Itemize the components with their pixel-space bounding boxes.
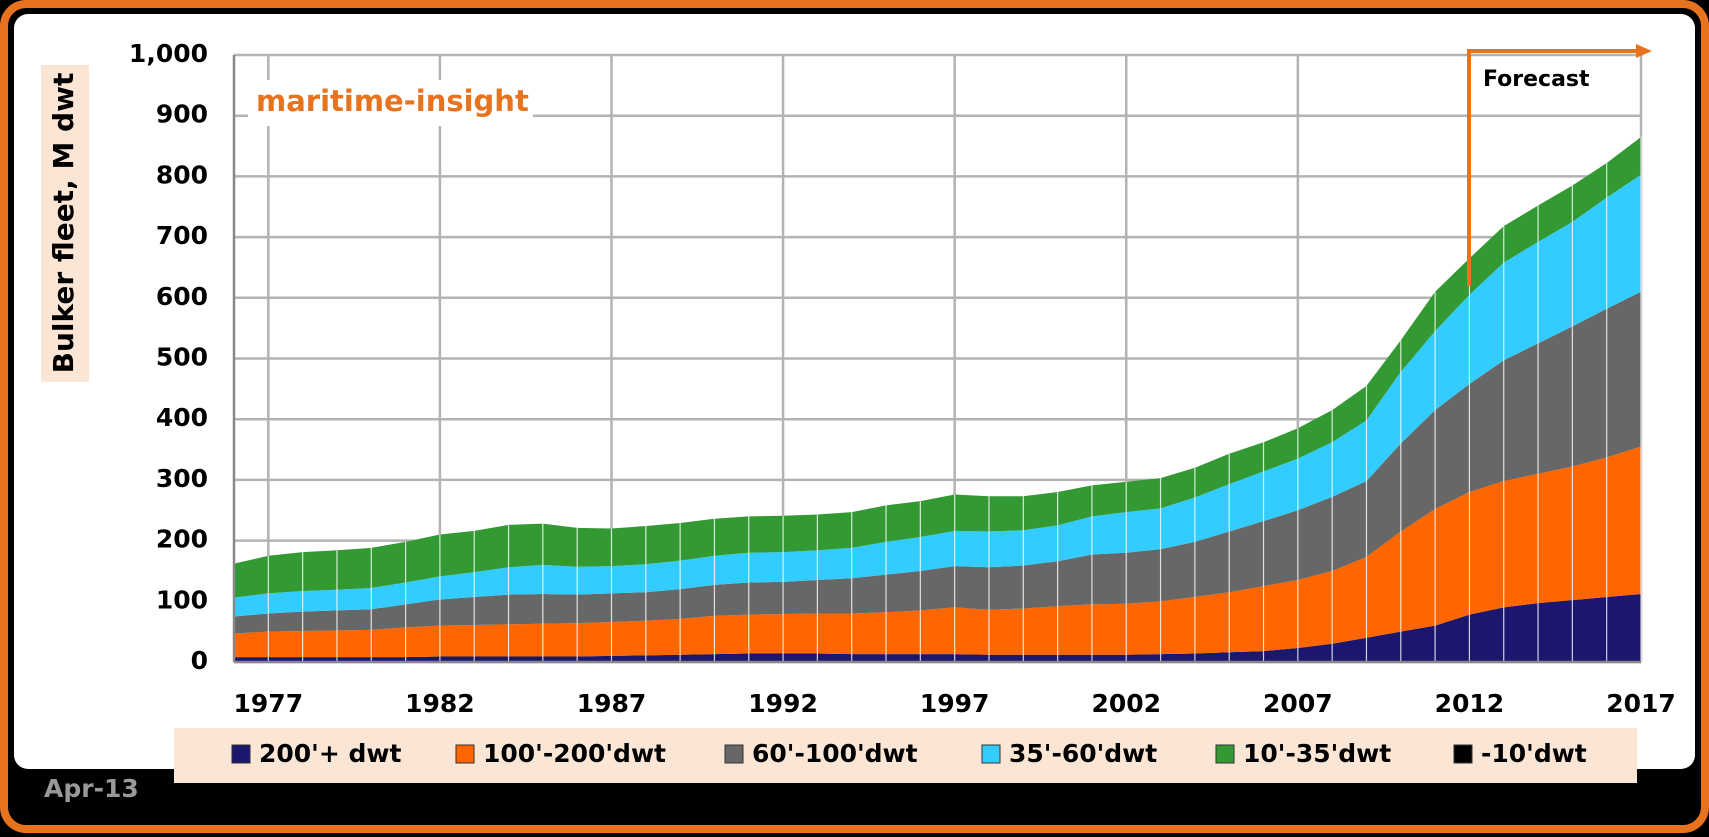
- area: [234, 291, 1641, 634]
- legend-label: 35'-60'dwt: [1009, 739, 1157, 768]
- x-tick-label: 1997: [920, 689, 990, 718]
- source: Data sourced from information provided b…: [665, 796, 1678, 816]
- y-axis-label: Bulker fleet, M dwt: [47, 73, 80, 374]
- x-tick-label: 2017: [1606, 689, 1676, 718]
- x-tick-label: 1982: [405, 689, 475, 718]
- y-tick-label: 1,000: [129, 39, 208, 68]
- legend-label: -10'dwt: [1481, 739, 1587, 768]
- legend-label: 200'+ dwt: [259, 739, 401, 768]
- y-tick-label: 0: [191, 646, 208, 675]
- x-tick-label: 2012: [1435, 689, 1505, 718]
- area: [234, 136, 1641, 598]
- x-tick-label: 1992: [748, 689, 818, 718]
- y-tick-label: 200: [156, 525, 208, 554]
- y-tick-label: 600: [156, 282, 208, 311]
- legend: 200'+ dwt 100'-200'dwt 60'-100'dwt 35'-60'd…: [231, 739, 1587, 768]
- watermark: maritime-insight: [256, 84, 529, 118]
- legend-label: 100'-200'dwt: [483, 739, 666, 768]
- legend-swatch: [724, 744, 744, 764]
- watermark-box: [248, 80, 533, 126]
- y-tick-label: 100: [156, 585, 208, 614]
- y-tick-label: 400: [156, 403, 208, 432]
- legend-swatch: [455, 744, 475, 764]
- arrow-head: [1636, 44, 1652, 58]
- y-tick-label: 800: [156, 160, 208, 189]
- y-tick-label: 700: [156, 221, 208, 250]
- x-tick-label: 1977: [234, 689, 304, 718]
- y-tick-label: 300: [156, 464, 208, 493]
- y-tick-label: 900: [156, 100, 208, 129]
- legend-box: [174, 728, 1637, 783]
- x-tick-label: 2002: [1091, 689, 1161, 718]
- date-label: Apr-13: [44, 774, 139, 803]
- x-tick-label: 2007: [1263, 689, 1333, 718]
- y-tick-label: 500: [156, 343, 208, 372]
- area: [234, 446, 1641, 658]
- legend-swatch: [1215, 744, 1235, 764]
- area: [234, 594, 1641, 662]
- legend-swatch: [1453, 744, 1473, 764]
- forecast-arrow: [1467, 49, 1640, 286]
- legend-label: 10'-35'dwt: [1243, 739, 1391, 768]
- plot: 0 100 200 300 400 500 600 700 800 900 1,000 1977 198…: [129, 39, 1676, 718]
- forecast-label: Forecast: [1483, 67, 1590, 92]
- y-label-box: [41, 65, 89, 382]
- x-tick-label: 1987: [577, 689, 647, 718]
- legend-swatch: [231, 744, 251, 764]
- legend-swatch: [981, 744, 1001, 764]
- legend-label: 60'-100'dwt: [752, 739, 918, 768]
- area: [234, 174, 1641, 617]
